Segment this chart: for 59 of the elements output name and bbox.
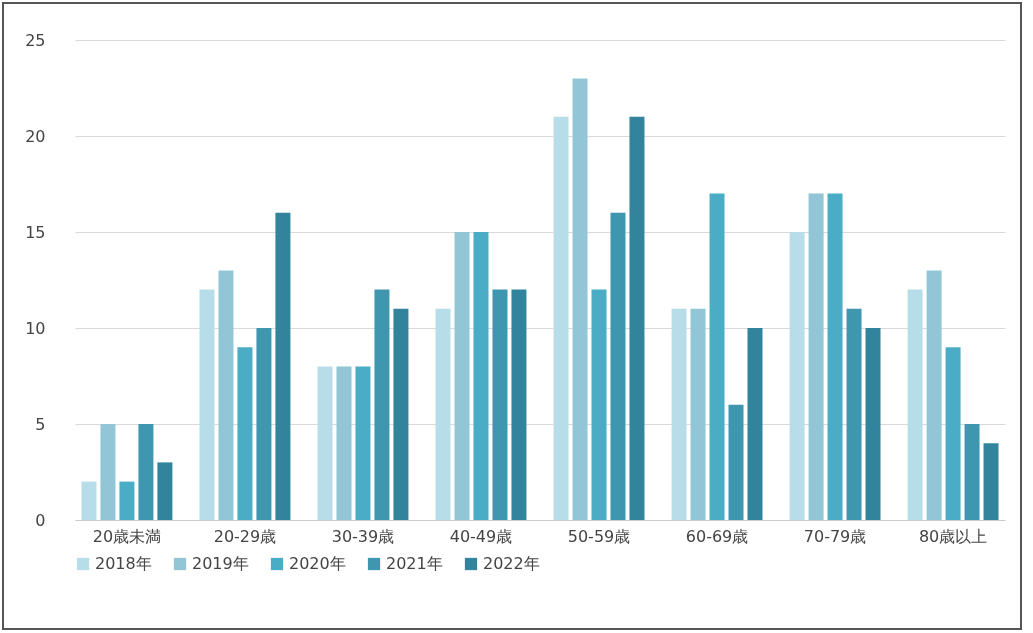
bar: [218, 270, 234, 520]
bar: [157, 462, 173, 520]
bar: [435, 308, 451, 520]
x-tick-label: 20歳未満: [92, 526, 162, 546]
bar: [374, 289, 390, 520]
bar: [945, 347, 961, 520]
bar: [256, 328, 272, 520]
y-tick-label: 10: [25, 318, 46, 338]
bar: [610, 212, 626, 520]
bar: [907, 289, 923, 520]
bar: [199, 289, 215, 520]
legend-label: 2021年: [386, 554, 443, 573]
x-tick-label: 70-79歳: [803, 526, 867, 546]
bar: [671, 308, 687, 520]
bar: [789, 232, 805, 520]
bar: [846, 308, 862, 520]
bar: [393, 308, 409, 520]
x-tick-label: 30-39歳: [331, 526, 395, 546]
bar: [336, 366, 352, 520]
bar: [865, 328, 881, 520]
bar: [317, 366, 333, 520]
bar: [81, 481, 97, 520]
bar: [355, 366, 371, 520]
bar: [473, 232, 489, 520]
bar: [100, 424, 116, 520]
bar: [827, 193, 843, 520]
bar: [511, 289, 527, 520]
x-tick-label: 20-29歳: [213, 526, 277, 546]
bar: [709, 193, 725, 520]
bar: [119, 481, 135, 520]
y-tick-label: 20: [25, 126, 46, 146]
bar: [747, 328, 763, 520]
bar: [553, 116, 569, 520]
bar: [492, 289, 508, 520]
y-tick-label: 25: [25, 30, 46, 50]
y-tick-label: 15: [25, 222, 46, 242]
legend-label: 2019年: [192, 554, 249, 573]
bar: [629, 116, 645, 520]
bar: [454, 232, 470, 520]
x-tick-label: 60-69歳: [685, 526, 749, 546]
x-tick-label: 40-49歳: [449, 526, 513, 546]
legend-label: 2020年: [289, 554, 346, 573]
bar: [237, 347, 253, 520]
bar: [572, 78, 588, 520]
bar: [983, 443, 999, 520]
bar: [926, 270, 942, 520]
bar: [808, 193, 824, 520]
bar: [728, 404, 744, 520]
legend-label: 2018年: [95, 554, 152, 573]
x-tick-label: 80歳以上: [918, 526, 988, 546]
y-tick-label: 0: [35, 510, 46, 530]
legend-label: 2022年: [483, 554, 540, 573]
bar: [275, 212, 291, 520]
bar: [591, 289, 607, 520]
x-tick-label: 50-59歳: [567, 526, 631, 546]
y-tick-label: 5: [35, 414, 46, 434]
bar: [964, 424, 980, 520]
bar: [690, 308, 706, 520]
bar: [138, 424, 154, 520]
